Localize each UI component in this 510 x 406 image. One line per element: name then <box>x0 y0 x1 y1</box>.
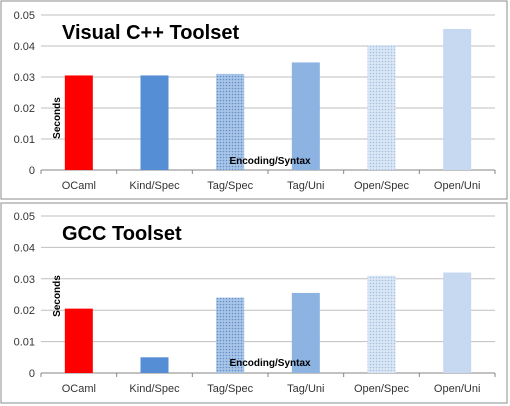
x-tick-label: Tag/Uni <box>287 383 324 395</box>
y-tick-label: 0.04 <box>14 242 35 254</box>
x-tick-label: Kind/Spec <box>129 383 180 395</box>
y-tick-label: 0.01 <box>14 337 35 349</box>
bar-open-spec <box>367 45 396 170</box>
bar-open-spec <box>367 275 396 373</box>
y-tick-label: 0.03 <box>14 274 35 286</box>
bar-kind-spec <box>140 357 169 373</box>
x-tick-label: Tag/Spec <box>207 180 253 192</box>
y-tick-labels: 0 0.01 0.02 0.03 0.04 0.05 <box>14 10 35 177</box>
x-tick-label: Open/Spec <box>354 180 410 192</box>
y-tick-label: 0.05 <box>14 10 35 22</box>
gridlines <box>40 14 496 174</box>
x-axis-label: Encoding/Syntax <box>229 358 311 369</box>
bar-tag-uni <box>291 292 320 373</box>
bar-tag-spec <box>216 73 245 170</box>
bars <box>64 272 472 373</box>
y-axis-label: Seconds <box>52 275 63 317</box>
x-tick-label: OCaml <box>62 383 96 395</box>
bar-ocaml <box>64 308 93 373</box>
x-tick-label: Open/Uni <box>434 180 480 192</box>
x-tick-label: OCaml <box>62 180 96 192</box>
y-tick-label: 0.03 <box>14 72 35 84</box>
y-tick-label: 0.04 <box>14 41 35 53</box>
x-tick-label: Tag/Spec <box>207 383 253 395</box>
x-tick-label: Tag/Uni <box>287 180 324 192</box>
x-tick-labels: OCaml Kind/Spec Tag/Spec Tag/Uni Open/Spec Op… <box>62 180 481 192</box>
gridlines <box>40 215 496 377</box>
y-tick-label: 0.05 <box>14 211 35 223</box>
x-tick-labels: OCaml Kind/Spec Tag/Spec Tag/Uni Open/Spec Op… <box>62 383 481 395</box>
chart-title: Visual C++ Toolset <box>62 22 239 44</box>
x-axis-label: Encoding/Syntax <box>229 156 311 167</box>
bar-tag-spec <box>216 297 245 373</box>
chart-title: GCC Toolset <box>62 223 182 245</box>
bar-ocaml <box>64 75 93 170</box>
y-tick-label: 0.02 <box>14 305 35 317</box>
bar-kind-spec <box>140 75 169 170</box>
y-tick-label: 0.02 <box>14 103 35 115</box>
y-tick-label: 0.01 <box>14 134 35 146</box>
bar-open-uni <box>443 28 472 171</box>
x-tick-label: Kind/Spec <box>129 180 180 192</box>
bar-tag-uni <box>291 62 320 170</box>
gcc-chart: 0 0.01 0.02 0.03 0.04 0.05 OCaml Kind/Spec Tag/… <box>0 202 508 404</box>
x-tick-label: Open/Uni <box>434 383 480 395</box>
y-tick-label: 0 <box>29 165 35 177</box>
y-tick-labels: 0 0.01 0.02 0.03 0.04 0.05 <box>14 211 35 380</box>
bars <box>64 28 472 171</box>
bar-open-uni <box>443 272 472 373</box>
y-tick-label: 0 <box>29 368 35 380</box>
visual-cpp-chart: 0 0.01 0.02 0.03 0.04 0.05 OCaml Kind/Spec Tag/… <box>0 0 508 200</box>
y-axis-label: Seconds <box>52 97 63 139</box>
x-tick-label: Open/Spec <box>354 383 410 395</box>
